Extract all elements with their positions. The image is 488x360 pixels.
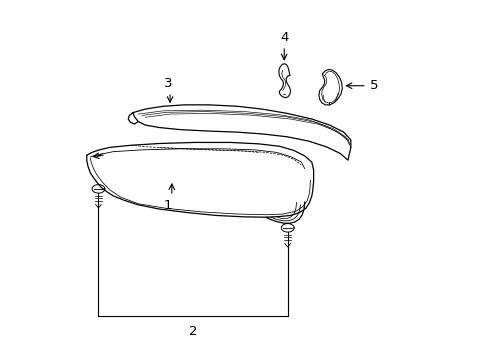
Text: 4: 4 xyxy=(280,31,288,44)
Text: 1: 1 xyxy=(163,199,172,212)
Text: 3: 3 xyxy=(163,77,172,90)
Text: 5: 5 xyxy=(369,79,378,92)
Text: 2: 2 xyxy=(188,325,197,338)
